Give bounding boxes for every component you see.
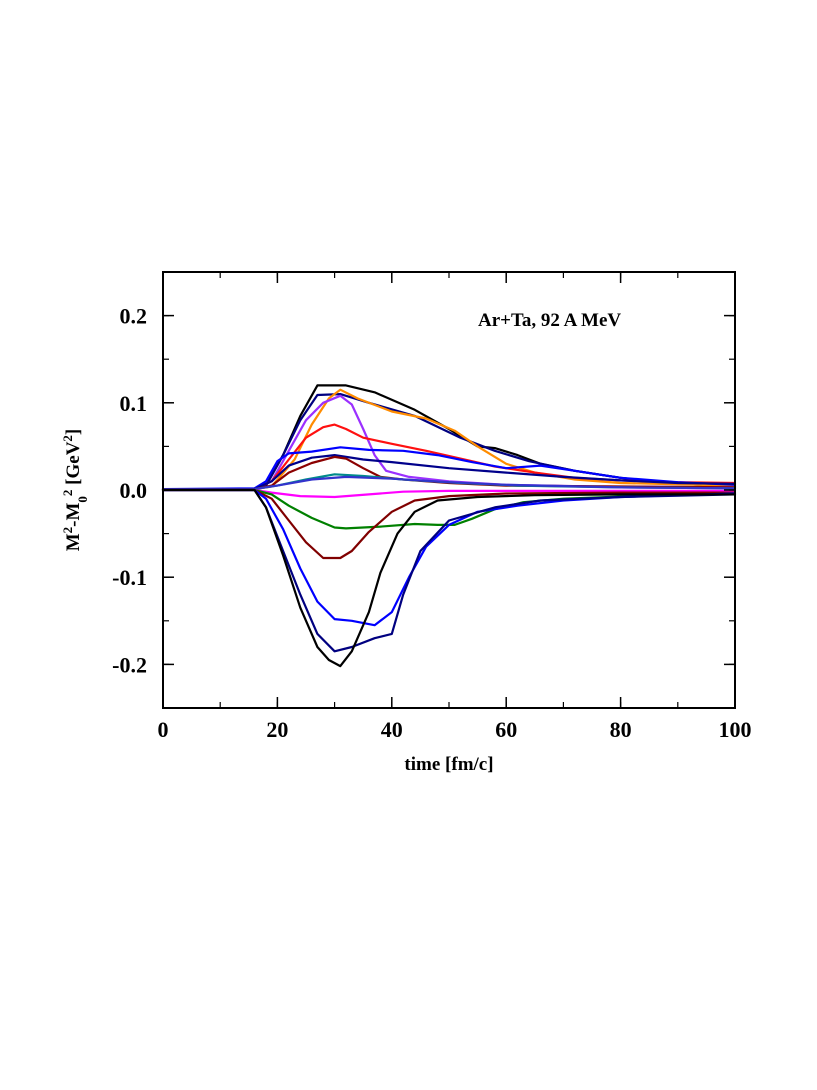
y-axis-label-part: 2 xyxy=(60,490,75,497)
y-axis-label-part: M xyxy=(63,533,84,551)
series-line-s16-black-bottom xyxy=(161,488,737,668)
x-tick-label: 40 xyxy=(381,717,403,742)
y-axis-label-part: ] xyxy=(63,429,84,435)
x-tick-label: 80 xyxy=(610,717,632,742)
y-tick-label: -0.2 xyxy=(112,652,147,677)
y-tick-label: 0.2 xyxy=(120,304,148,329)
chart-annotation: Ar+Ta, 92 A MeV xyxy=(478,310,621,331)
y-axis-label: M2-M02 [GeV2] xyxy=(60,429,90,552)
y-axis-label-part: -M xyxy=(63,503,84,527)
series-line-s7-navy-mid xyxy=(161,454,737,491)
series-line-s14-blue-bottom xyxy=(161,488,737,627)
y-axis-label-part: 2 xyxy=(60,435,75,442)
series-line-s2-navy-top xyxy=(161,393,737,491)
y-tick-label: 0.0 xyxy=(120,478,148,503)
y-axis-label-part: [GeV xyxy=(63,441,84,489)
y-tick-label: 0.1 xyxy=(120,391,148,416)
series-line-s13-maroon-bottom xyxy=(161,488,737,560)
series-line-s4-purple xyxy=(161,394,737,491)
y-tick-label: -0.1 xyxy=(112,565,147,590)
ticks-layer: 0 20 40 60 80 100 0.2 0.1 0.0 -0.1 -0.2 xyxy=(112,271,752,742)
series-line-s6-blue-top xyxy=(161,446,737,491)
x-tick-label: 20 xyxy=(266,717,288,742)
series-layer xyxy=(161,384,737,668)
series-line-s10-blue-flat xyxy=(161,475,737,491)
y-axis-label-part: 2 xyxy=(60,527,75,534)
x-tick-label: 100 xyxy=(719,717,752,742)
x-tick-label: 60 xyxy=(495,717,517,742)
x-tick-label: 0 xyxy=(158,717,169,742)
x-axis-label: time [fm/c] xyxy=(404,754,493,775)
y-axis-label-part: 0 xyxy=(75,496,90,503)
series-line-s1-black-top xyxy=(161,384,737,491)
series-line-s3-orange xyxy=(161,388,737,491)
series-line-s15-navy-bottom xyxy=(161,488,737,653)
